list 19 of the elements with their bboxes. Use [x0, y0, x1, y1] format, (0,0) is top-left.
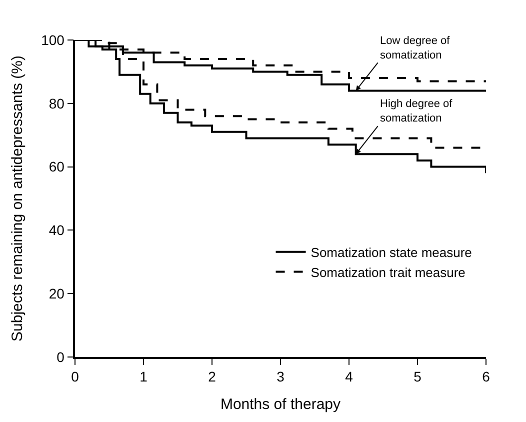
y-tick-label: 20	[48, 286, 65, 302]
x-axis-title: Months of therapy	[220, 396, 342, 414]
y-tick-label: 100	[41, 32, 65, 48]
legend-label: Somatization state measure	[310, 244, 472, 260]
x-tick-label: 4	[345, 368, 354, 385]
y-tick-label: 40	[48, 222, 65, 238]
x-tick-label: 6	[482, 368, 490, 385]
y-tick-label: 0	[56, 348, 65, 365]
legend-label: Somatization trait measure	[310, 264, 466, 280]
y-tick-label: 60	[48, 158, 65, 175]
x-tick-label: 0	[71, 368, 80, 385]
x-tick-label: 1	[140, 368, 148, 385]
x-tick-label: 3	[276, 368, 285, 385]
annotation: High degree of somatization	[380, 98, 454, 124]
y-axis-title: Subjects remaining on antidepressants (%)	[8, 56, 26, 342]
y-tick-label: 80	[48, 95, 65, 112]
x-tick-label: 5	[414, 368, 422, 385]
x-tick-label: 2	[208, 368, 216, 385]
annotation: Low degree of somatization	[380, 35, 451, 62]
